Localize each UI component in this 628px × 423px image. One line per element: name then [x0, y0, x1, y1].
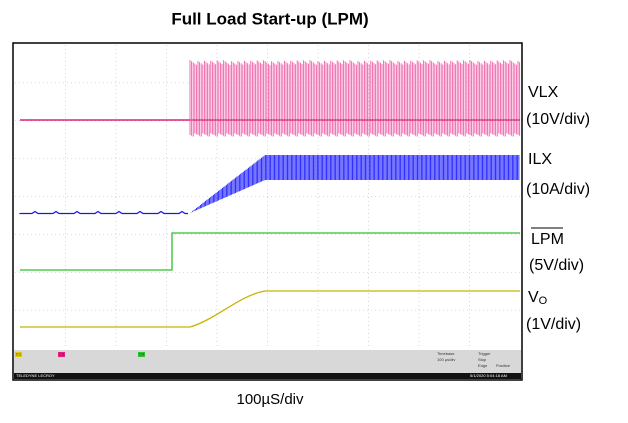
vlx-switching [190, 60, 520, 137]
brand-strip [14, 373, 521, 379]
trigger-type: Edge [478, 363, 488, 368]
timebase-label: Timebase [437, 351, 455, 356]
channel: C3 [59, 352, 65, 357]
date: 5/1/2020 5:04:18 AM [470, 373, 507, 378]
channel: C4 [139, 352, 145, 357]
scope-figure: Full Load Start-up (LPM) C1 C3 C4 TELEDY… [0, 0, 628, 418]
timebase: 100µS/div [236, 391, 304, 408]
trigger-mode: Stop [478, 357, 487, 362]
trace-name-main: V [528, 289, 539, 306]
trace-name: ILX [528, 151, 552, 168]
trace-scale: (1V/div) [526, 316, 581, 333]
trigger-slope: Positive [496, 363, 511, 368]
title: Full Load Start-up (LPM) [171, 9, 368, 28]
trace-name: LPM [531, 231, 564, 248]
trace-scale: (10V/div) [526, 111, 590, 128]
trace-scale: (5V/div) [529, 257, 584, 274]
trace-name: VLX [528, 84, 559, 101]
trigger-label: Trigger [478, 351, 491, 356]
trace-name-sub: O [539, 295, 548, 307]
trace-scale: (10A/div) [526, 181, 590, 198]
timebase-value: 100 µs/div [437, 357, 455, 362]
trace-name: VO [528, 289, 548, 307]
brand: TELEDYNE LECROY [16, 373, 55, 378]
channel: C1 [16, 352, 22, 357]
